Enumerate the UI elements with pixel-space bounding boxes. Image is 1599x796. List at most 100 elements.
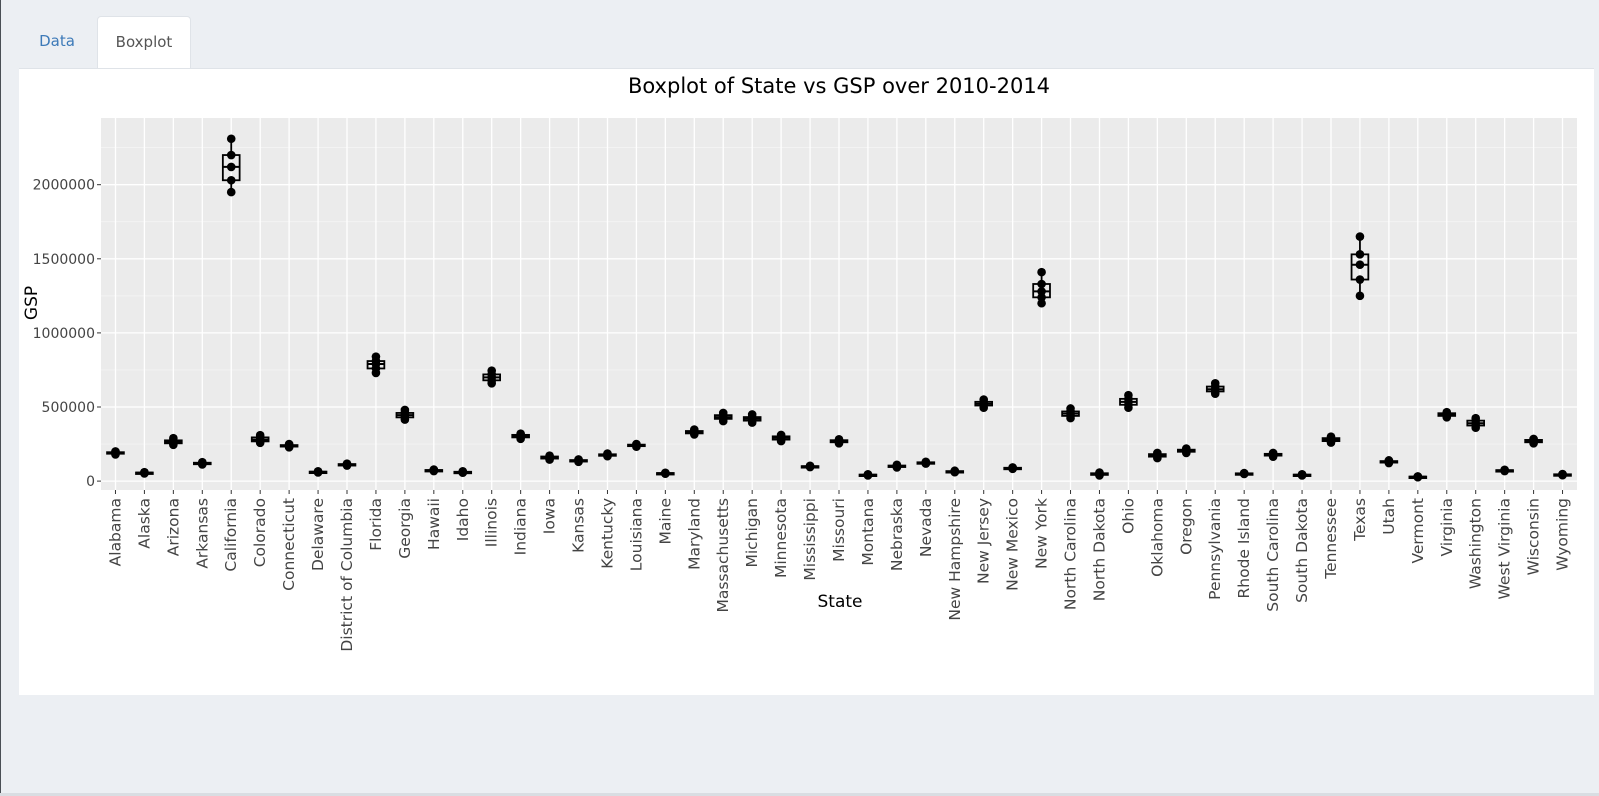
data-point [747, 410, 757, 419]
x-tick-label: Arkansas [193, 498, 211, 569]
y-axis-label: GSP [22, 286, 42, 320]
data-point [226, 175, 236, 185]
x-tick-label: Nebraska [888, 498, 906, 571]
x-tick-label: Rhode Island [1235, 498, 1253, 599]
data-point [226, 134, 236, 144]
data-point [284, 439, 294, 449]
y-tick-label: 2000000 [33, 178, 95, 194]
data-point [1355, 232, 1365, 241]
window-bottom-edge [0, 793, 1599, 796]
x-tick-label: Mississippi [801, 498, 819, 581]
data-point [632, 439, 641, 449]
x-tick-label: Louisiana [627, 498, 645, 571]
data-point [1442, 407, 1452, 417]
data-point [371, 352, 381, 361]
data-point [950, 466, 960, 476]
data-point [1037, 298, 1046, 308]
data-point [1153, 448, 1162, 458]
x-tick-label: Wyoming [1554, 498, 1572, 571]
x-tick-label: West Virginia [1496, 498, 1514, 599]
x-tick-label: Colorado [251, 498, 269, 567]
x-tick-label: Delaware [309, 498, 327, 571]
x-tick-label: New York [1033, 498, 1051, 569]
data-point [1210, 378, 1220, 388]
chart-title: Boxplot of State vs GSP over 2010-2014 [628, 74, 1050, 98]
x-tick-label: Idaho [454, 498, 472, 541]
x-tick-label: Kentucky [598, 498, 616, 569]
data-point [1037, 287, 1046, 296]
data-point [1355, 260, 1365, 270]
data-point [1529, 434, 1538, 444]
data-point [169, 433, 178, 443]
x-tick-label: Alabama [106, 498, 124, 566]
data-point [111, 447, 120, 456]
data-point [458, 467, 468, 476]
x-tick-label: California [222, 498, 240, 572]
x-tick-label: New Mexico [1004, 498, 1022, 591]
data-point [313, 467, 323, 476]
x-tick-label: Pennsylvania [1206, 498, 1224, 600]
data-point [429, 465, 439, 474]
x-tick-label: North Dakota [1090, 498, 1108, 601]
x-tick-label: Wisconsin [1525, 498, 1543, 575]
window-left-edge [0, 0, 1, 796]
data-point [1066, 404, 1075, 413]
x-tick-label: Oregon [1177, 498, 1195, 555]
data-point [1124, 390, 1133, 400]
x-tick-label: Michigan [743, 498, 761, 568]
data-point [892, 460, 902, 470]
data-point [1268, 448, 1278, 458]
data-point [342, 459, 352, 468]
x-tick-label: Maryland [685, 498, 703, 570]
data-point [255, 430, 265, 440]
data-point [776, 430, 786, 440]
data-point [1558, 469, 1567, 479]
x-tick-label: South Dakota [1293, 498, 1311, 603]
x-tick-label: New Jersey [975, 498, 993, 584]
data-point [1095, 468, 1104, 477]
x-tick-label: New Hampshire [946, 498, 964, 621]
data-point [863, 469, 873, 479]
x-tick-label: Illinois [483, 498, 501, 547]
x-tick-label: North Carolina [1062, 498, 1080, 610]
data-point [197, 457, 207, 467]
data-point [1297, 469, 1307, 479]
data-point [921, 457, 931, 467]
tab-boxplot[interactable]: Boxplot [97, 16, 191, 69]
x-tick-label: Massachusetts [714, 498, 732, 613]
data-point [979, 395, 989, 404]
data-point [689, 425, 699, 434]
data-point [1384, 456, 1394, 465]
x-tick-label: South Carolina [1264, 498, 1282, 612]
data-point [1037, 267, 1046, 277]
x-tick-label: Hawaii [425, 498, 443, 550]
x-tick-label: Oklahoma [1148, 498, 1166, 577]
boxplot-chart: Boxplot of State vs GSP over 2010-2014 0 5… [22, 74, 1577, 652]
data-point [1181, 444, 1191, 453]
data-point [1413, 472, 1423, 481]
data-point [834, 435, 844, 444]
data-point [400, 405, 410, 415]
data-point [1037, 279, 1046, 289]
x-tick-label: Nevada [917, 498, 935, 557]
x-tick-label: Ohio [1119, 498, 1137, 534]
x-tick-label: Kansas [570, 498, 588, 553]
data-point [1355, 275, 1365, 284]
x-tick-label: Vermont [1409, 498, 1427, 564]
data-point [603, 449, 612, 458]
x-tick-label: Iowa [541, 498, 559, 534]
data-point [545, 451, 554, 460]
tab-data[interactable]: Data [39, 32, 75, 50]
x-tick-label: Utah [1380, 498, 1398, 535]
x-tick-label: Indiana [512, 498, 530, 555]
data-point [1008, 463, 1017, 472]
x-axis-label: State [818, 592, 863, 612]
x-tick-label: Alaska [135, 498, 153, 549]
data-point [1471, 413, 1481, 423]
x-tick-label: Maine [656, 498, 674, 545]
y-tick-label: 0 [86, 474, 95, 490]
tab-content-panel: Boxplot of State vs GSP over 2010-2014 0 5… [19, 68, 1594, 695]
x-tick-label: Minnesota [772, 498, 790, 578]
data-point [140, 467, 149, 477]
data-point [226, 150, 236, 160]
